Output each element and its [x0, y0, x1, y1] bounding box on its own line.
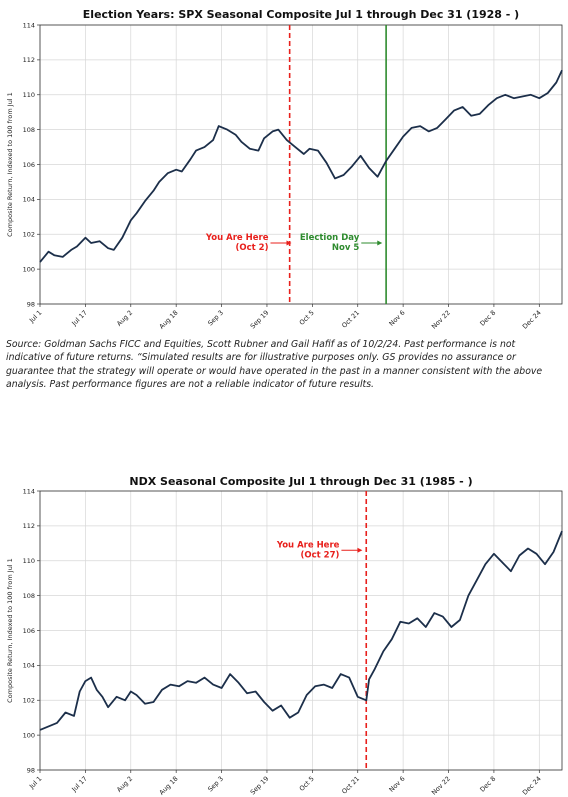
- x-tick-label: Nov 22: [430, 309, 452, 331]
- annotation-text: (Oct 27): [301, 550, 340, 560]
- x-tick-label: Sep 3: [206, 775, 225, 794]
- plot-frame: [39, 490, 563, 771]
- composite-series-line: [39, 530, 563, 731]
- composite-series-line: [39, 69, 563, 263]
- y-axis-label: Composite Return, Indexed to 100 from Ju…: [6, 558, 14, 703]
- x-tick-label: Dec 24: [521, 775, 543, 797]
- x-tick-label: Jul 1: [27, 775, 43, 791]
- chart-title: Election Years: SPX Seasonal Composite J…: [83, 8, 519, 21]
- y-tick-label: 114: [23, 21, 35, 29]
- x-tick-label: Sep 19: [249, 775, 271, 797]
- x-tick-label: Sep 3: [206, 309, 225, 328]
- y-tick-label: 110: [23, 91, 35, 99]
- y-tick-label: 112: [23, 56, 35, 64]
- y-tick-label: 100: [23, 731, 35, 739]
- y-tick-label: 98: [27, 300, 35, 308]
- annotation-arrowhead: [357, 547, 363, 553]
- source-note: Source: Goldman Sachs FICC and Equities,…: [6, 339, 543, 391]
- x-tick-label: Jul 1: [27, 309, 43, 325]
- x-tick-label: Oct 21: [340, 309, 361, 330]
- x-tick-label: Dec 8: [478, 775, 497, 794]
- y-tick-label: 98: [27, 766, 35, 774]
- y-tick-label: 102: [23, 231, 35, 239]
- x-tick-label: Aug 18: [158, 309, 180, 331]
- plot-frame: [39, 24, 563, 305]
- y-tick-label: 104: [23, 196, 35, 204]
- y-tick-label: 106: [23, 161, 35, 169]
- x-tick-label: Dec 24: [521, 309, 543, 331]
- y-tick-label: 100: [23, 265, 35, 273]
- annotation-arrowhead: [377, 240, 383, 246]
- x-tick-label: Jul 17: [70, 309, 89, 328]
- y-axis-label: Composite Return, Indexed to 100 from Ju…: [6, 92, 14, 237]
- x-tick-label: Aug 18: [158, 775, 180, 797]
- x-tick-label: Dec 8: [478, 309, 497, 328]
- x-tick-label: Nov 22: [430, 775, 452, 797]
- y-tick-label: 102: [23, 697, 35, 705]
- x-tick-label: Nov 6: [388, 309, 407, 328]
- x-tick-label: Oct 5: [298, 309, 316, 327]
- y-tick-label: 114: [23, 487, 35, 495]
- y-tick-label: 110: [23, 557, 35, 565]
- annotation-text: Election Day: [300, 233, 360, 243]
- annotation-text: You Are Here: [276, 540, 340, 550]
- y-tick-label: 104: [23, 662, 35, 670]
- x-tick-label: Nov 6: [388, 775, 407, 794]
- x-tick-label: Oct 5: [298, 775, 316, 793]
- x-tick-label: Jul 17: [70, 775, 89, 794]
- x-tick-label: Aug 2: [115, 775, 134, 794]
- x-tick-label: Aug 2: [115, 309, 134, 328]
- annotation-text: (Oct 2): [236, 243, 269, 253]
- y-tick-label: 106: [23, 627, 35, 635]
- annotation-text: Nov 5: [332, 243, 359, 253]
- x-tick-label: Oct 21: [340, 775, 361, 796]
- spx-election-chart: Election Years: SPX Seasonal Composite J…: [6, 8, 563, 331]
- y-tick-label: 108: [23, 592, 35, 600]
- ndx-seasonal-chart: NDX Seasonal Composite Jul 1 through Dec…: [6, 475, 563, 797]
- annotation-arrowhead: [286, 240, 292, 246]
- y-tick-label: 112: [23, 522, 35, 530]
- annotation-text: You Are Here: [205, 233, 269, 243]
- y-tick-label: 108: [23, 126, 35, 134]
- x-tick-label: Sep 19: [249, 309, 271, 331]
- chart-title: NDX Seasonal Composite Jul 1 through Dec…: [129, 475, 472, 488]
